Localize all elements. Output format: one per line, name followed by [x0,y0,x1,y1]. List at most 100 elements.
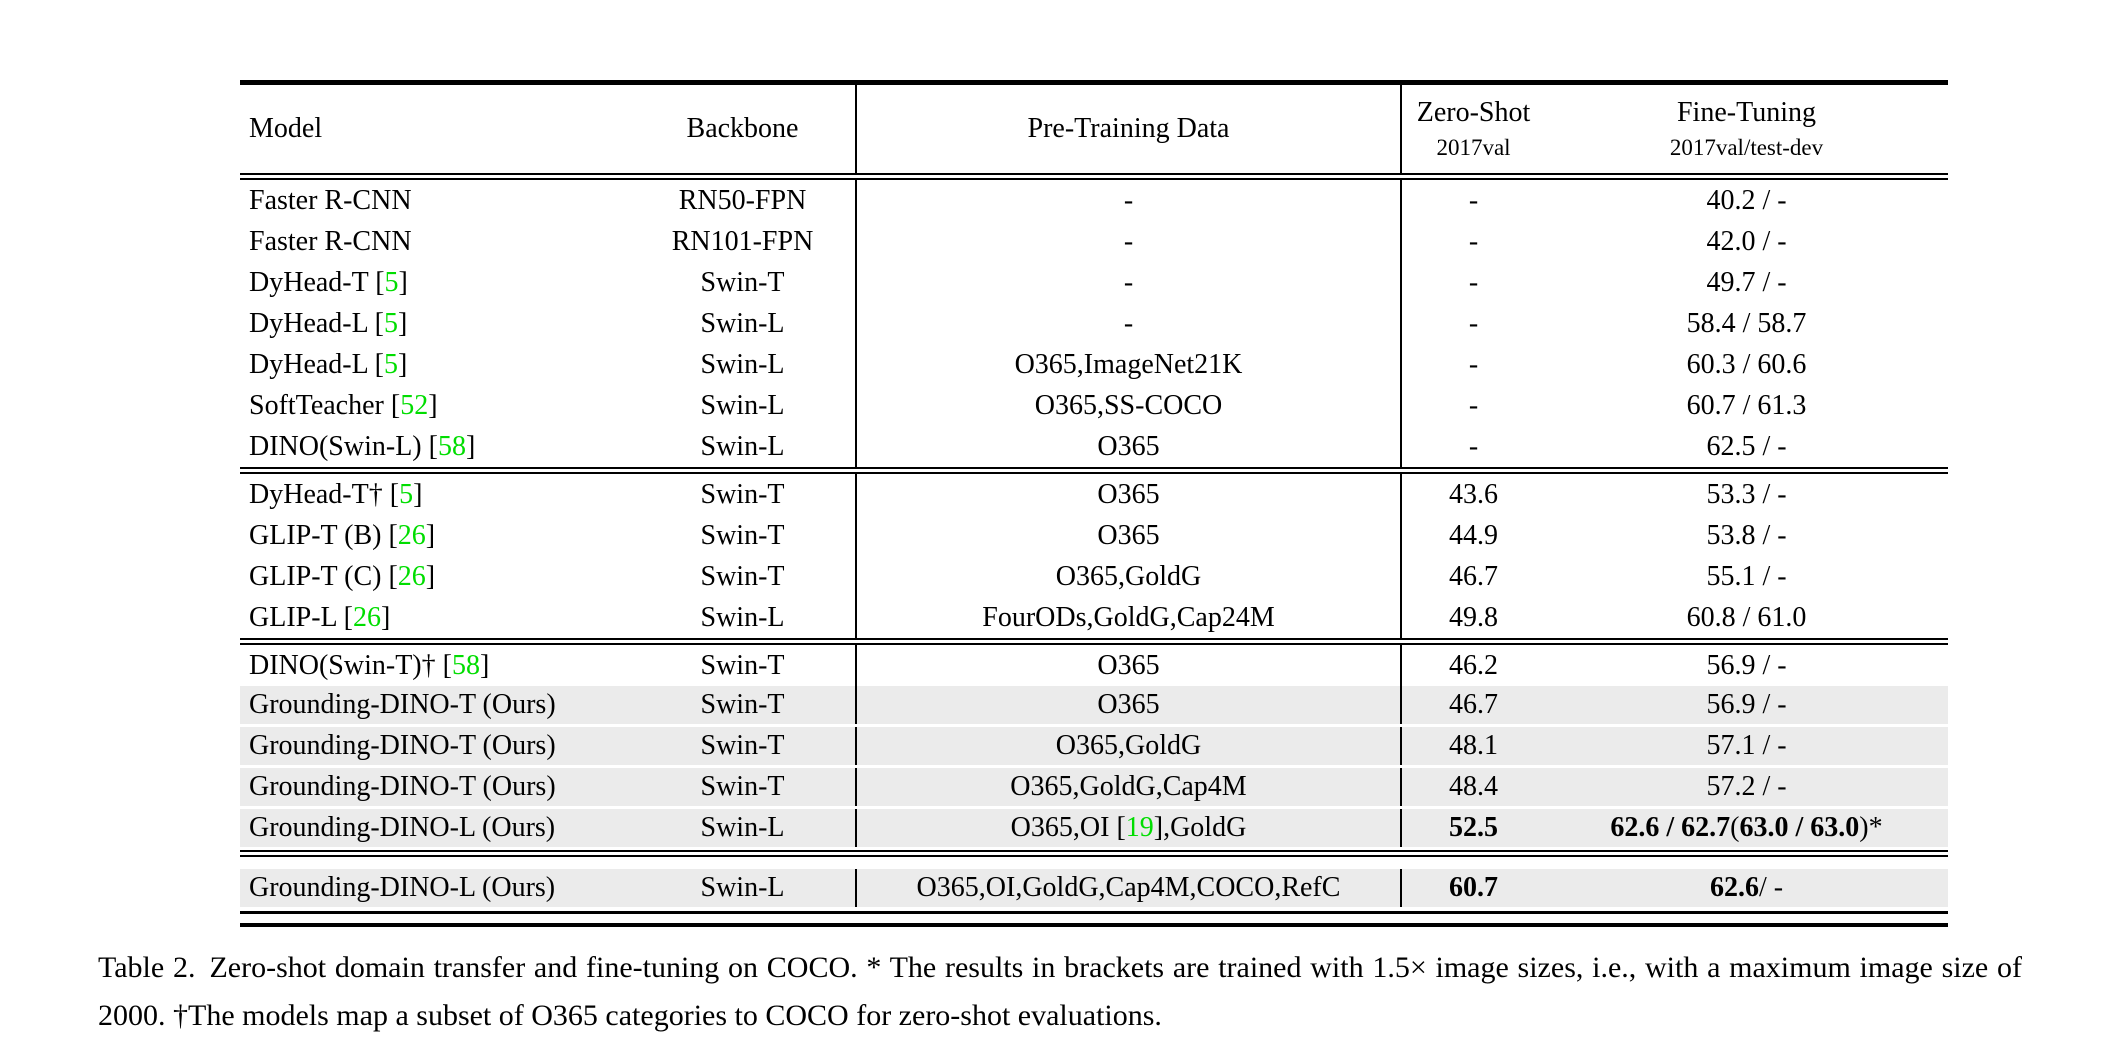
cell-model: Faster R-CNN [249,184,412,216]
cell-zeroshot: 46.7 [1400,556,1545,597]
cell-backbone: Swin-L [700,348,785,380]
cell-model: DyHead-T [5] [249,266,408,298]
table-header-row: Model Backbone Pre-Training Data Zero-Sh… [240,85,1948,173]
cell-zeroshot: 52.5 [1400,809,1545,847]
cell-finetune: 60.8 / 61.0 [1686,601,1807,633]
section-gap [240,857,1948,869]
cell-finetune: 62.5 / - [1706,430,1787,462]
col-header-model: Model [249,113,323,144]
cell-pretrain: - [855,303,1400,344]
table-row: SoftTeacher [52] Swin-L O365,SS-COCO - 60.7 … [240,385,1948,426]
cell-zeroshot: 46.7 [1400,686,1545,724]
results-table: Model Backbone Pre-Training Data Zero-Sh… [240,80,1948,927]
cell-pretrain: O365,OI,GoldG,Cap4M,COCO,RefC [855,869,1400,907]
citation-number: 5 [384,266,399,298]
table-row: Grounding-DINO-L (Ours) Swin-L O365,OI [19… [240,809,1948,850]
cell-model: Grounding-DINO-L (Ours) [249,872,556,903]
cell-pretrain: O365 [855,515,1400,556]
table-row: DyHead-L [5] Swin-L O365,ImageNet21K - 60.3 … [240,344,1948,385]
table-row: Faster R-CNN RN101-FPN - - 42.0 / - [240,221,1948,262]
cell-zeroshot: - [1400,262,1545,303]
cell-backbone: Swin-T [700,560,785,592]
cell-pretrain: - [855,262,1400,303]
cell-finetune: 57.1 / - [1706,730,1787,761]
cell-backbone: Swin-L [700,872,785,903]
cell-finetune: 49.7 / - [1706,266,1787,298]
cell-model: DyHead-L [5] [249,307,408,339]
cell-model: Grounding-DINO-T (Ours) [249,771,556,802]
citation-number: 26 [397,560,426,592]
table-row: DINO(Swin-T)† [58] Swin-T O365 46.2 56.9 / - [240,645,1948,686]
finetune-subtitle: 2017val/test-dev [1669,135,1824,160]
cell-zeroshot: 44.9 [1400,515,1545,556]
table-caption: Table 2. Zero-shot domain transfer and fi… [98,944,2022,1040]
cell-backbone: Swin-L [700,430,785,462]
cell-zeroshot: - [1400,385,1545,426]
cell-backbone: Swin-T [700,730,785,761]
table-row: Grounding-DINO-T (Ours) Swin-T O365 46.7 56.… [240,686,1948,727]
cell-zeroshot: - [1400,221,1545,262]
cell-zeroshot: - [1400,180,1545,221]
cell-finetune: 60.3 / 60.6 [1686,348,1807,380]
cell-model: GLIP-L [26] [249,601,391,633]
cell-backbone: Swin-L [700,812,785,843]
cell-model: Faster R-CNN [249,225,412,257]
cell-model: Grounding-DINO-T (Ours) [249,689,556,720]
cell-model: Grounding-DINO-L (Ours) [249,812,556,843]
cell-model: DyHead-T† [5] [249,478,423,510]
citation-number: 5 [384,307,399,339]
cell-finetune: 62.6 / 62.7 (63.0 / 63.0)* [1610,812,1883,843]
cell-pretrain: O365,GoldG,Cap4M [855,768,1400,806]
cell-model: GLIP-T (C) [26] [249,560,436,592]
table-row: GLIP-L [26] Swin-L FourODs,GoldG,Cap24M 49.… [240,597,1948,638]
cell-pretrain: O365,ImageNet21K [855,344,1400,385]
caption-text: Zero-shot domain transfer and fine-tunin… [98,951,2022,1032]
caption-label: Table 2. [98,951,196,984]
cell-model: DINO(Swin-T)† [58] [249,649,490,681]
zeroshot-title: Zero-Shot [1416,97,1531,128]
cell-finetune: 53.3 / - [1706,478,1787,510]
col-header-finetune: Fine-Tuning 2017val/test-dev [1545,85,1948,173]
section-separator-rule [240,467,1948,474]
col-header-pretrain: Pre-Training Data [855,85,1400,173]
table-row: Faster R-CNN RN50-FPN - - 40.2 / - [240,180,1948,221]
cell-pretrain: O365,SS-COCO [855,385,1400,426]
cell-backbone: Swin-L [700,389,785,421]
cell-zeroshot: 48.1 [1400,727,1545,765]
citation-number: 58 [451,649,480,681]
cell-pretrain: O365 [855,645,1400,686]
cell-pretrain: O365 [855,474,1400,515]
cell-finetune: 56.9 / - [1706,649,1787,681]
cell-pretrain: O365,GoldG [855,556,1400,597]
cell-finetune: 55.1 / - [1706,560,1787,592]
cell-model: Grounding-DINO-T (Ours) [249,730,556,761]
cell-backbone: RN50-FPN [678,184,807,216]
cell-zeroshot: - [1400,426,1545,467]
cell-zeroshot: 43.6 [1400,474,1545,515]
cell-pretrain: O365 [855,426,1400,467]
table-bottom-rule [240,911,1948,927]
citation-number: 26 [397,519,426,551]
cell-backbone: Swin-T [700,689,785,720]
cell-zeroshot: 46.2 [1400,645,1545,686]
cell-backbone: Swin-T [700,649,785,681]
cell-finetune: 42.0 / - [1706,225,1787,257]
citation-number: 5 [399,478,414,510]
cell-backbone: Swin-T [700,266,785,298]
cell-finetune: 40.2 / - [1706,184,1787,216]
section-separator-rule [240,638,1948,645]
cell-backbone: RN101-FPN [671,225,814,257]
cell-model: DyHead-L [5] [249,348,408,380]
table-row: Grounding-DINO-T (Ours) Swin-T O365,GoldG,… [240,768,1948,809]
citation-number: 19 [1125,812,1154,843]
cell-finetune: 53.8 / - [1706,519,1787,551]
cell-zeroshot: - [1400,344,1545,385]
cell-backbone: Swin-L [700,307,785,339]
table-row: Grounding-DINO-T (Ours) Swin-T O365,GoldG 4… [240,727,1948,768]
cell-finetune: 56.9 / - [1706,689,1787,720]
cell-backbone: Swin-T [700,519,785,551]
table-row: DyHead-T† [5] Swin-T O365 43.6 53.3 / - [240,474,1948,515]
table-row: DINO(Swin-L) [58] Swin-L O365- 62.5 / - [240,426,1948,467]
citation-number: 5 [384,348,399,380]
cell-zeroshot: 48.4 [1400,768,1545,806]
